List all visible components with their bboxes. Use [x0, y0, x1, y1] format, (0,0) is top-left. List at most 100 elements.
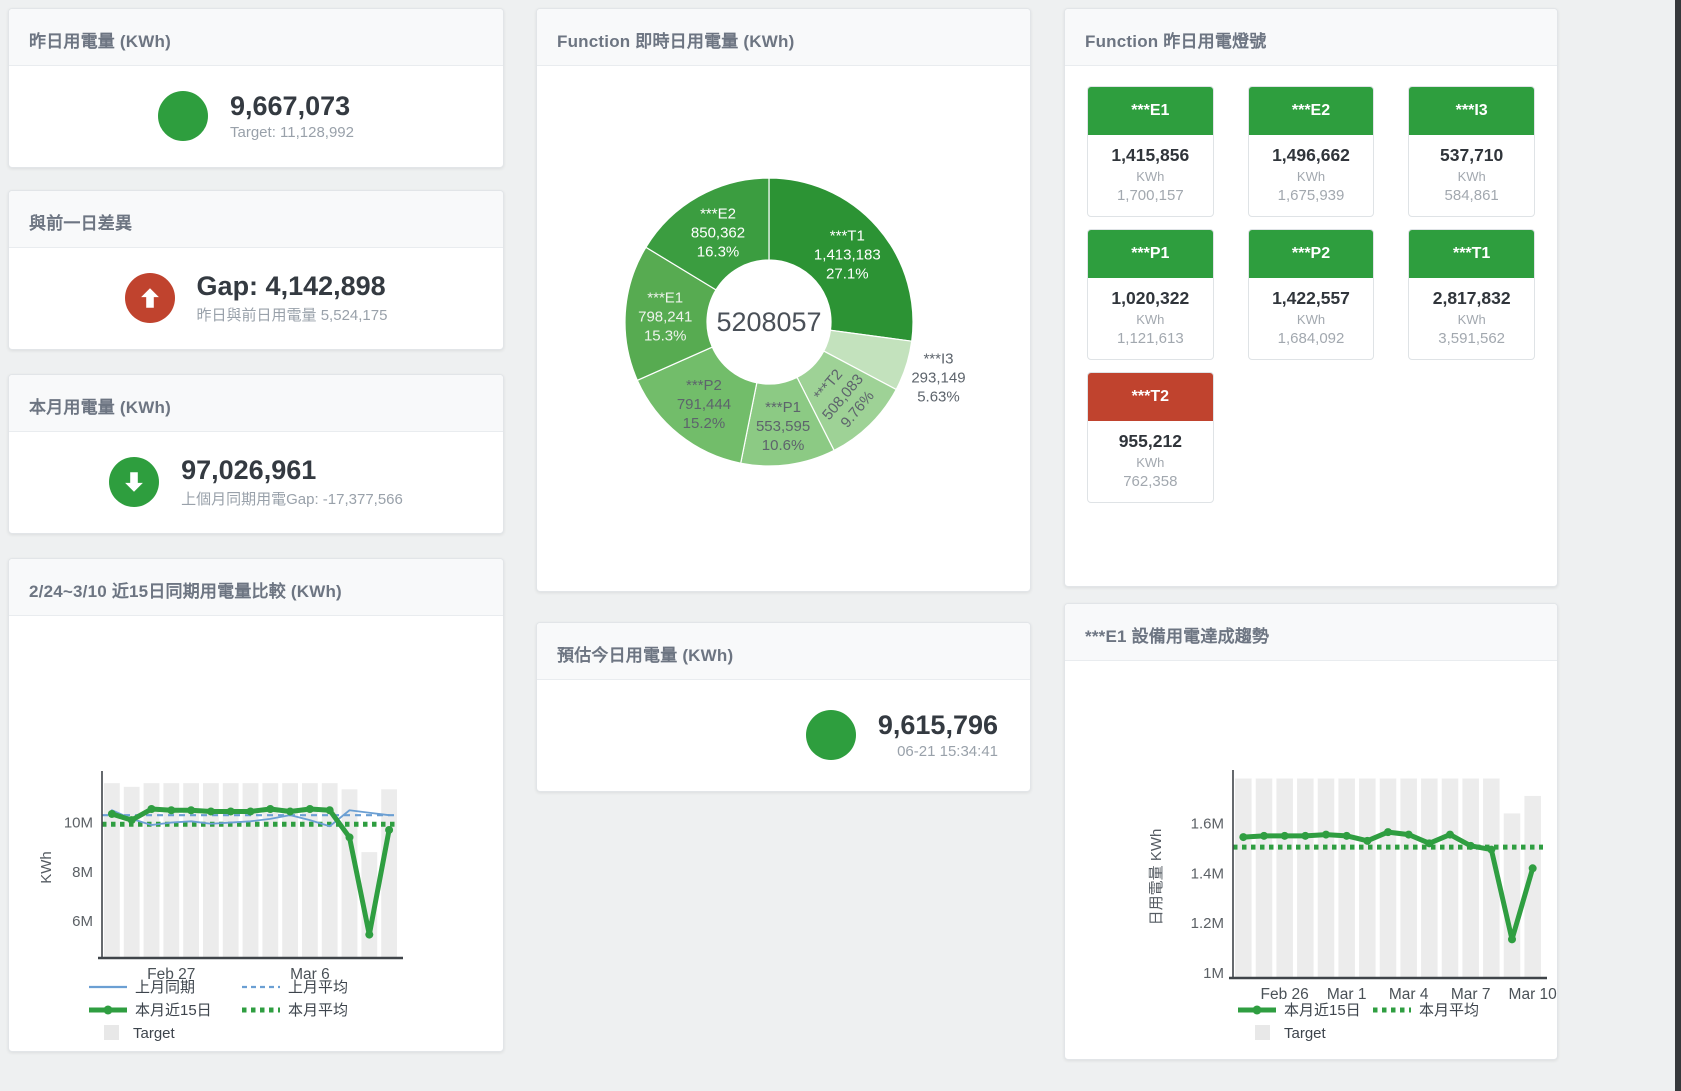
light-tile-E1: ***E1 1,415,856 KWh 1,700,157 [1087, 86, 1214, 217]
tile-value: 1,415,856 [1111, 145, 1190, 165]
tile-name: ***T2 [1088, 373, 1213, 421]
panel-realtime-usage: Function 即時日用電量 (KWh) ***T1 1,413,183 27.1… [536, 8, 1031, 592]
tile-value: 955,212 [1118, 431, 1182, 451]
svg-text:Feb 27: Feb 27 [147, 966, 195, 983]
svg-text:Target: Target [1284, 1025, 1327, 1042]
panel-yesterday-lights: Function 昨日用電燈號 ***E1 1,415,856 KWh 1,700,1… [1064, 8, 1558, 587]
tile-unit: KWh [1457, 312, 1486, 327]
svg-text:上月平均: 上月平均 [288, 979, 348, 996]
stat-value: Gap: 4,142,898 [196, 270, 386, 301]
tile-target: 1,700,157 [1116, 187, 1184, 204]
stat-subtitle: Target: 11,128,992 [230, 124, 354, 142]
tile-body: 2,817,832 KWh 3,591,562 [1409, 278, 1534, 359]
panel-15day-compare: 2/24~3/10 近15日同期用電量比較 (KWh) 6M 8M 10M Feb 2… [8, 558, 504, 1052]
stat-value: 97,026,961 [181, 454, 317, 485]
panel-estimate-today: 預估今日用電量 (KWh) 9,615,796 06-21 15:34:41 [536, 622, 1031, 792]
light-tile-T1: ***T1 2,817,832 KWh 3,591,562 [1408, 229, 1535, 360]
tile-target: 1,675,939 [1277, 187, 1345, 204]
panel-e1-trend: ***E1 設備用電達成趨勢 1M 1.2M 1.4M 1.6M Feb 26 Mar 1… [1064, 603, 1558, 1060]
tile-value: 1,020,322 [1111, 288, 1190, 308]
function-usage-donut-chart: ***T1 1,413,183 27.1%***I3 293,149 5.63%***T… [624, 177, 966, 467]
light-tile-P2: ***P2 1,422,557 KWh 1,684,092 [1247, 229, 1375, 360]
svg-text:Mar 10: Mar 10 [1509, 986, 1557, 1003]
tile-body: 1,422,557 KWh 1,684,092 [1249, 278, 1374, 359]
panel-title: Function 即時日用電量 (KWh) [537, 9, 1030, 66]
light-tile-P1: ***P1 1,020,322 KWh 1,121,613 [1087, 229, 1214, 360]
panel-title: Function 昨日用電燈號 [1065, 9, 1557, 66]
stat-value: 9,615,796 [877, 709, 998, 740]
stat-subtitle: 昨日與前日用電量 5,524,175 [196, 307, 388, 325]
tile-value: 1,422,557 [1272, 288, 1350, 308]
tile-body: 955,212 KWh 762,358 [1088, 421, 1213, 502]
arrow-down-icon [109, 457, 160, 507]
svg-text:Mar 1: Mar 1 [1327, 986, 1367, 1003]
green-status-circle-icon [805, 710, 856, 760]
svg-text:Mar 4: Mar 4 [1389, 986, 1429, 1003]
tile-unit: KWh [1136, 169, 1165, 184]
stat-subtitle: 上個月同期用電Gap: -17,377,566 [181, 491, 403, 509]
svg-text:Feb 26: Feb 26 [1261, 986, 1309, 1003]
light-tile-E2: ***E2 1,496,662 KWh 1,675,939 [1247, 86, 1375, 217]
panel-title: ***E1 設備用電達成趨勢 [1065, 604, 1557, 661]
panel-yesterday-usage: 昨日用電量 (KWh) 9,667,073 Target: 11,128,992 [8, 8, 504, 168]
panel-day-gap: 與前一日差異 Gap: 4,142,898 昨日與前日用電量 5,524,175 [8, 190, 504, 350]
tile-name: ***P1 [1088, 230, 1213, 278]
tile-unit: KWh [1457, 169, 1486, 184]
svg-text:Target: Target [133, 1025, 176, 1042]
tile-target: 762,358 [1123, 473, 1178, 490]
lights-grid: ***E1 1,415,856 KWh 1,700,157 ***E2 1,496,662… [1065, 66, 1557, 523]
svg-text:Mar 6: Mar 6 [290, 966, 330, 983]
panel-month-usage: 本月用電量 (KWh) 97,026,961 上個月同期用電Gap: -17,3… [8, 374, 504, 534]
tile-name: ***E2 [1248, 87, 1374, 135]
tile-body: 1,415,856 KWh 1,700,157 [1088, 135, 1213, 216]
svg-text:1.2M: 1.2M [1191, 915, 1224, 932]
svg-text:1M: 1M [1203, 965, 1224, 982]
svg-text:KWh: KWh [38, 851, 55, 884]
tile-name: ***T1 [1409, 230, 1534, 278]
tile-unit: KWh [1136, 312, 1165, 327]
tile-body: 1,020,322 KWh 1,121,613 [1088, 278, 1213, 359]
svg-text:本月平均: 本月平均 [288, 1002, 348, 1019]
tile-body: 1,496,662 KWh 1,675,939 [1249, 135, 1374, 216]
panel-title: 與前一日差異 [9, 191, 503, 248]
light-tile-I3: ***I3 537,710 KWh 584,861 [1408, 86, 1535, 217]
svg-text:8M: 8M [72, 864, 93, 881]
scrollbar[interactable] [1675, 0, 1681, 1091]
svg-text:6M: 6M [72, 913, 93, 930]
svg-text:10M: 10M [64, 815, 93, 832]
tile-unit: KWh [1296, 312, 1326, 327]
tile-name: ***E1 [1088, 87, 1213, 135]
svg-text:本月近15日: 本月近15日 [1284, 1002, 1361, 1019]
svg-text:上月同期: 上月同期 [135, 979, 195, 996]
tile-name: ***P2 [1248, 230, 1374, 278]
stat-subtitle: 06-21 15:34:41 [897, 743, 998, 761]
tile-unit: KWh [1136, 455, 1165, 470]
tile-value: 1,496,662 [1272, 145, 1350, 165]
svg-text:日用電量 KWh: 日用電量 KWh [1148, 829, 1165, 926]
light-tile-T2: ***T2 955,212 KWh 762,358 [1087, 372, 1214, 503]
tile-target: 1,121,613 [1116, 330, 1184, 347]
tile-target: 3,591,562 [1438, 330, 1506, 347]
tile-body: 537,710 KWh 584,861 [1409, 135, 1534, 216]
e1-trend-line-chart: 1M 1.2M 1.4M 1.6M Feb 26 Mar 1 Mar 4 Mar 7 Mar 1… [1148, 770, 1557, 1042]
tile-unit: KWh [1296, 169, 1326, 184]
svg-text:1.6M: 1.6M [1191, 815, 1224, 832]
tile-target: 584,861 [1444, 187, 1499, 204]
tile-value: 537,710 [1440, 145, 1504, 165]
panel-title: 預估今日用電量 (KWh) [537, 623, 1030, 680]
svg-text:5208057: 5208057 [716, 307, 821, 337]
arrow-up-icon [124, 273, 175, 323]
svg-text:本月平均: 本月平均 [1419, 1002, 1479, 1019]
tile-name: ***I3 [1409, 87, 1534, 135]
svg-text:Mar 7: Mar 7 [1451, 986, 1491, 1003]
tile-target: 1,684,092 [1277, 330, 1345, 347]
panel-title: 2/24~3/10 近15日同期用電量比較 (KWh) [9, 559, 503, 616]
panel-title: 昨日用電量 (KWh) [9, 9, 503, 66]
